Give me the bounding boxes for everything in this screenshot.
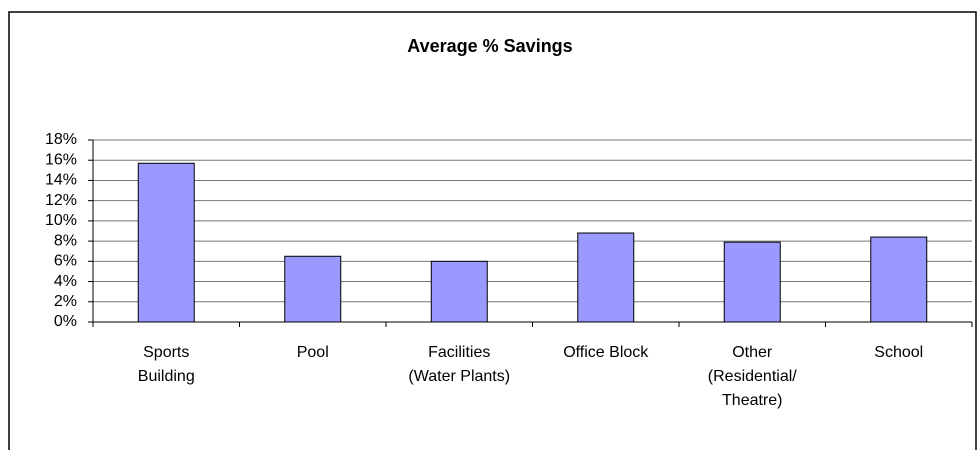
y-tick-label: 14%: [45, 172, 77, 189]
y-tick-label: 12%: [45, 192, 77, 209]
y-tick-label: 4%: [54, 273, 77, 290]
x-tick-label: Sports Building: [137, 344, 195, 385]
bar: [284, 255, 342, 323]
bar: [137, 162, 195, 323]
y-tick-label: 2%: [54, 293, 77, 310]
y-tick-label: 0%: [54, 313, 77, 330]
x-tick-label: Office Block: [563, 344, 649, 361]
bar: [430, 260, 488, 323]
y-tick-label: 8%: [54, 232, 77, 249]
bar: [577, 232, 635, 323]
x-tick-label: Pool: [296, 344, 329, 361]
chart-frame: [8, 11, 977, 450]
x-tick-label: School: [874, 344, 924, 361]
y-tick-label: 18%: [45, 131, 77, 148]
bar: [723, 241, 781, 323]
chart-title: Average % Savings: [407, 36, 572, 56]
x-tick-label: Facilities (Water Plants): [408, 344, 511, 385]
x-tick-label: Other (Residential/ Theatre): [707, 344, 797, 409]
y-tick-label: 6%: [54, 253, 77, 270]
y-tick-label: 16%: [45, 151, 77, 168]
y-tick-label: 10%: [45, 212, 77, 229]
bar: [870, 236, 928, 323]
